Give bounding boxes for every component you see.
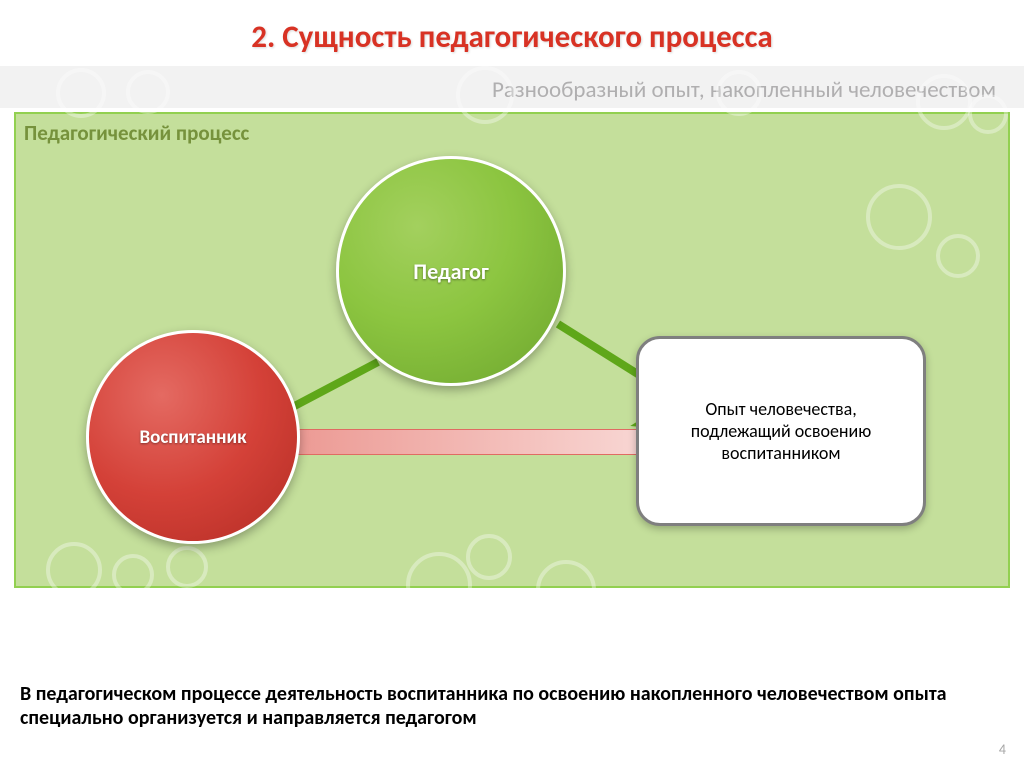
slide: 2. Сущность педагогического процесса Раз… [0, 0, 1024, 768]
diagram-container: Педагогический процесс Педагог Воспитанн… [14, 112, 1010, 588]
node-experience-label: Опыт человечества, подлежащий освоению в… [659, 398, 903, 464]
decorative-bubble [112, 554, 154, 596]
decorative-bubble [968, 94, 1008, 134]
node-teacher: Педагог [336, 156, 566, 386]
node-experience: Опыт человечества, подлежащий освоению в… [636, 336, 926, 526]
node-student: Воспитанник [86, 330, 300, 544]
decorative-bubble [46, 542, 102, 598]
node-student-label: Воспитанник [139, 426, 246, 449]
decorative-bubble [166, 546, 208, 588]
decorative-bubble [406, 552, 472, 618]
decorative-bubble [466, 534, 512, 580]
slide-title: 2. Сущность педагогического процесса [0, 0, 1024, 66]
process-label: Педагогический процесс [24, 120, 249, 146]
decorative-bubble [716, 70, 762, 116]
decorative-bubble [456, 66, 514, 124]
node-teacher-label: Педагог [413, 258, 489, 285]
decorative-bubble [56, 68, 106, 118]
decorative-bubble [916, 74, 972, 130]
arrow-student-to-experience [294, 429, 644, 455]
decorative-bubble [536, 560, 596, 620]
page-number: 4 [999, 741, 1006, 758]
decorative-bubble [866, 184, 932, 250]
footer-text: В педагогическом процессе деятельность в… [20, 682, 1004, 730]
decorative-bubble [936, 234, 980, 278]
decorative-bubble [126, 70, 170, 114]
